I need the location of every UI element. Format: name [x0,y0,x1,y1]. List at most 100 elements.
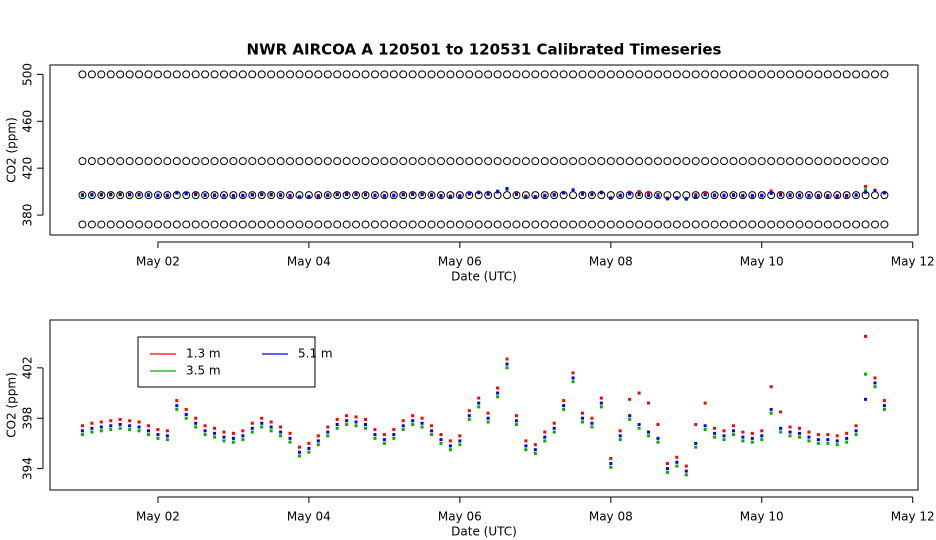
data-point [297,454,301,458]
x-tick-label: May 10 [740,255,784,269]
data-point [531,70,540,79]
data-point [797,193,801,197]
data-point [446,70,455,79]
data-point [672,70,681,79]
data-point [153,220,162,229]
data-point [201,70,210,79]
data-point [222,435,226,439]
data-point [571,376,575,380]
x-tick-label: May 12 [891,255,935,269]
data-point [229,157,238,166]
data-point [656,423,660,427]
data-point [722,438,726,442]
data-point [380,157,389,166]
data-point [352,220,361,229]
data-point [373,436,377,440]
data-point [779,410,783,414]
data-point [380,220,389,229]
data-point [191,191,200,200]
data-point [172,220,181,229]
data-point [363,423,367,427]
data-point [722,194,726,198]
data-point [99,429,103,433]
data-point [184,192,188,196]
data-point [750,436,754,440]
data-point [816,194,820,198]
data-point [361,157,370,166]
data-point [106,191,115,200]
legend-box [137,336,316,388]
data-point [342,157,351,166]
data-point [267,191,276,200]
data-point [882,399,886,403]
data-point [628,190,632,194]
data-point [653,191,662,200]
data-point [175,399,179,403]
data-point [647,430,651,434]
data-point [562,399,566,403]
data-point [493,220,502,229]
data-point [231,194,235,198]
data-point [486,411,490,415]
data-point [503,157,512,166]
data-point [486,192,490,196]
data-point [703,191,707,195]
data-point [748,70,757,79]
data-point [260,192,264,196]
data-point [184,407,188,411]
data-point [760,438,764,442]
data-point [672,157,681,166]
data-point [644,220,653,229]
data-point [213,431,217,435]
data-point [599,191,603,195]
data-point [713,431,717,435]
data-point [804,70,813,79]
data-point [90,421,94,425]
data-point [512,157,521,166]
data-point [248,70,257,79]
data-point [87,220,96,229]
data-point [786,220,795,229]
data-point [521,157,530,166]
data-point [540,70,549,79]
data-point [401,419,405,423]
x-axis-label: Date (UTC) [451,270,517,284]
data-point [550,157,559,166]
data-point [241,194,245,198]
data-point [455,70,464,79]
data-point [109,424,113,428]
data-point [279,425,283,429]
data-point [814,191,823,200]
data-point [370,70,379,79]
data-point [795,220,804,229]
data-point [484,157,493,166]
data-point [684,473,688,477]
data-point [99,193,103,197]
data-point [194,425,198,429]
data-point [864,372,868,376]
data-point [182,191,191,200]
data-point [352,191,361,200]
data-point [465,220,474,229]
data-point [304,220,313,229]
data-point [552,193,556,197]
data-point [691,70,700,79]
data-point [146,429,150,433]
data-point [628,397,632,401]
data-point [465,191,474,200]
data-point [219,220,228,229]
data-point [97,157,106,166]
data-point [210,157,219,166]
data-point [496,391,500,395]
data-point [729,220,738,229]
data-point [722,429,726,433]
data-point [750,194,754,198]
data-point [524,195,528,199]
data-point [521,191,530,200]
data-point [458,194,462,198]
data-point [316,194,320,198]
data-point [484,191,493,200]
data-point [427,220,436,229]
data-point [854,429,858,433]
data-point [229,70,238,79]
